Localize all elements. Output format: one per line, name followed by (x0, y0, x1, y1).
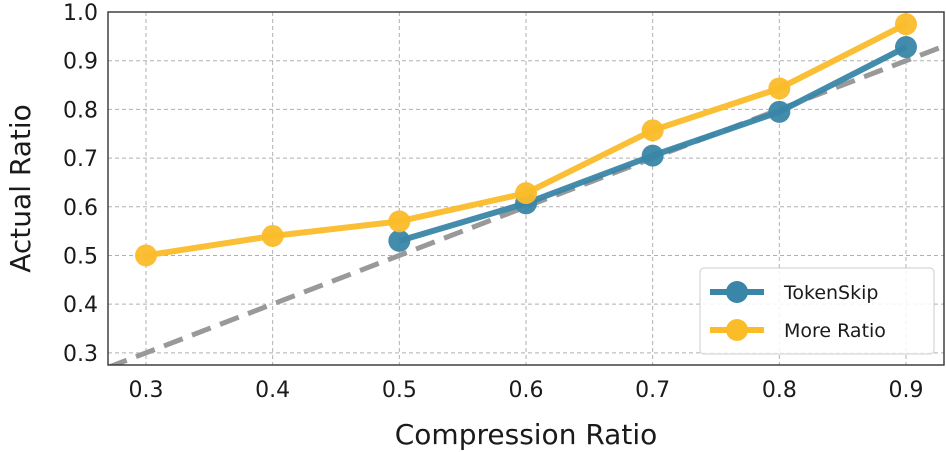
point-more-ratio-0.8 (768, 77, 791, 100)
point-tokenskip-0.8 (768, 100, 791, 123)
legend-label-tokenskip: TokenSkip (783, 282, 878, 304)
y-tick-label-0-9: 0.9 (63, 50, 98, 75)
plot-frame (107, 11, 945, 366)
y-tick-labels: 0.3 0.4 0.5 0.6 0.7 0.8 0.9 1.0 (63, 1, 98, 367)
x-tick-label-0-3: 0.3 (129, 378, 164, 403)
x-tick-label-0-9: 0.9 (889, 378, 924, 403)
y-tick-label-0-8: 0.8 (63, 98, 98, 123)
x-tick-label-0-7: 0.7 (635, 378, 670, 403)
x-tick-label-0-6: 0.6 (509, 378, 544, 403)
x-axis-title: Compression Ratio (395, 418, 657, 451)
y-tick-label-1-0: 1.0 (63, 1, 98, 26)
x-tick-label-0-8: 0.8 (762, 378, 797, 403)
series-layer (135, 13, 917, 267)
legend-swatch-marker-tokenskip (726, 281, 748, 303)
point-tokenskip-0.7 (641, 144, 664, 167)
x-tick-label-0-5: 0.5 (382, 378, 417, 403)
x-tick-labels: 0.3 0.4 0.5 0.6 0.7 0.8 0.9 (129, 378, 924, 403)
series-more-ratio (135, 13, 917, 267)
point-more-ratio-0.5 (388, 210, 411, 233)
y-axis-title: Actual Ratio (4, 104, 37, 273)
point-more-ratio-0.6 (515, 182, 537, 205)
y-tick-label-0-7: 0.7 (63, 147, 98, 172)
y-tick-label-0-6: 0.6 (63, 196, 98, 221)
y-tick-label-0-3: 0.3 (63, 342, 98, 367)
y-tick-label-0-4: 0.4 (63, 293, 98, 318)
legend: TokenSkip More Ratio (699, 267, 935, 355)
point-more-ratio-0.9 (895, 13, 917, 36)
legend-label-more-ratio: More Ratio (784, 320, 886, 342)
legend-swatch-marker-more-ratio (726, 319, 748, 341)
y-tick-label-0-5: 0.5 (63, 244, 98, 269)
point-more-ratio-0.4 (261, 224, 284, 247)
point-more-ratio-0.7 (641, 119, 664, 142)
point-tokenskip-0.5 (388, 229, 411, 252)
x-tick-label-0-4: 0.4 (255, 378, 290, 403)
point-tokenskip-0.9 (895, 36, 917, 59)
point-more-ratio-0.3 (135, 244, 157, 267)
